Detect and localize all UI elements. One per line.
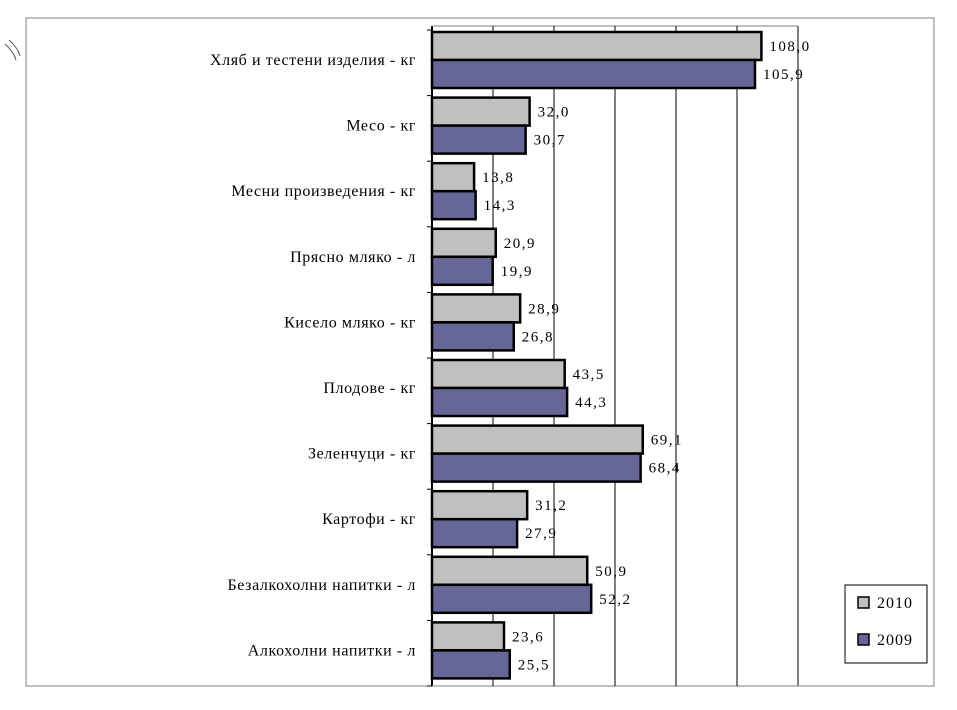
bar-2010: [430, 161, 476, 193]
bar-2009: [430, 189, 477, 221]
category-label: Кисело мляко - кг: [284, 314, 416, 331]
data-label-2010: 32,0: [538, 105, 570, 121]
bar-2010: [430, 621, 506, 652]
data-label-2009: 30,7: [534, 133, 566, 149]
bars: [430, 30, 763, 680]
data-label-2009: 105,9: [763, 67, 804, 83]
data-label-2009: 25,5: [518, 657, 550, 673]
data-label-2010: 31,2: [535, 498, 567, 514]
data-label-2010: 23,6: [512, 629, 544, 645]
legend-box: [844, 584, 928, 664]
legend-label-2009: 2009: [877, 632, 913, 649]
edge-mark: [4, 39, 21, 61]
data-label-2010: 28,9: [528, 301, 560, 317]
labels: Хляб и тестени изделия - кг 108,0 105,9 Мес…: [210, 39, 810, 673]
category-label: Безалкохолни напитки - л: [227, 577, 416, 594]
data-label-2009: 27,9: [525, 526, 557, 542]
bar-2009: [430, 386, 569, 418]
bar-2009: [430, 124, 527, 155]
data-label-2010: 13,8: [482, 170, 514, 186]
bar-2009: [430, 58, 757, 90]
legend-label-2010: 2010: [877, 595, 913, 612]
data-label-2009: 52,2: [599, 592, 631, 608]
data-label-2009: 14,3: [484, 198, 516, 214]
bar-2010: [430, 358, 566, 390]
category-label: Месо - кг: [346, 118, 416, 135]
bar-2009: [430, 321, 515, 352]
category-label: Алкохолни напитки - л: [248, 642, 416, 659]
data-label-2009: 68,4: [649, 461, 681, 477]
data-label-2009: 26,8: [522, 329, 554, 345]
bar-2009: [430, 452, 642, 483]
category-label: Плодове - кг: [323, 380, 416, 397]
bar-2010: [430, 424, 645, 455]
data-label-2010: 108,0: [769, 39, 810, 55]
data-label-2010: 69,1: [651, 433, 683, 449]
data-label-2010: 50,9: [595, 564, 627, 580]
bar-2010: [430, 293, 522, 324]
data-label-2010: 20,9: [504, 236, 536, 252]
bar-2010: [430, 555, 589, 587]
bar-2010: [430, 489, 529, 521]
bar-2009: [430, 517, 519, 549]
bar-2010: [430, 30, 763, 62]
legend-swatch-2009: [857, 633, 870, 646]
category-label: Месни произведения - кг: [231, 183, 416, 200]
bar-2009: [430, 255, 494, 287]
legend: 2010 2009: [844, 584, 928, 664]
category-label: Хляб и тестени изделия - кг: [210, 52, 416, 69]
bar-2010: [430, 96, 531, 127]
bar-2009: [430, 583, 593, 615]
legend-swatch-2010: [857, 596, 870, 609]
data-label-2009: 19,9: [501, 264, 533, 280]
bar-2010: [430, 227, 497, 259]
category-label: Картофи - кг: [322, 511, 416, 528]
data-label-2010: 43,5: [573, 367, 605, 383]
data-label-2009: 44,3: [575, 395, 607, 411]
category-label: Прясно мляко - л: [290, 249, 416, 266]
category-label: Зеленчуци - кг: [308, 446, 416, 463]
bar-2009: [430, 649, 512, 680]
